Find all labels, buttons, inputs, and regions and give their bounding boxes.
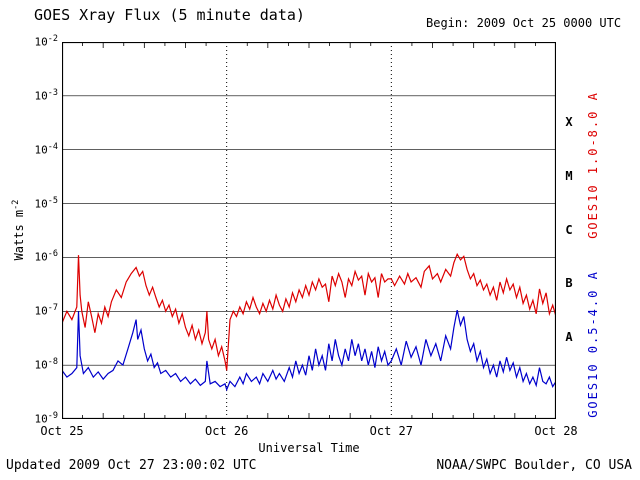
flare-class-label: C bbox=[565, 222, 573, 237]
y-tick-label: 10-4 bbox=[34, 141, 59, 157]
x-axis-title: Universal Time bbox=[258, 441, 360, 455]
flare-class-label: A bbox=[565, 330, 573, 345]
series-line-long bbox=[62, 252, 556, 371]
y-tick-label: 10-3 bbox=[34, 87, 59, 103]
x-tick-label: Oct 27 bbox=[369, 424, 413, 438]
x-tick-label: Oct 25 bbox=[40, 424, 84, 438]
updated-timestamp: Updated 2009 Oct 27 23:00:02 UTC bbox=[6, 458, 257, 473]
flare-class-label: X bbox=[565, 114, 573, 129]
flare-class-label: M bbox=[565, 168, 573, 183]
x-tick-label: Oct 26 bbox=[204, 424, 249, 438]
x-tick-label: Oct 28 bbox=[534, 424, 578, 438]
y-tick-label: 10-8 bbox=[34, 357, 59, 372]
y-tick-label: 10-9 bbox=[34, 411, 59, 426]
series-label-short: GOES10 0.5-4.0 A bbox=[586, 270, 600, 418]
plot-frame bbox=[62, 42, 556, 419]
plot-area bbox=[62, 42, 556, 419]
y-tick-label: 10-2 bbox=[34, 34, 59, 49]
y-tick-label: 10-7 bbox=[34, 303, 59, 318]
y-tick-label: 10-6 bbox=[34, 249, 59, 265]
credit-text: NOAA/SWPC Boulder, CO USA bbox=[436, 458, 632, 473]
y-tick-label: 10-5 bbox=[34, 195, 59, 211]
flare-class-label: B bbox=[565, 276, 573, 291]
series-label-long: GOES10 1.0-8.0 A bbox=[586, 91, 600, 239]
begin-timestamp: Begin: 2009 Oct 25 0000 UTC bbox=[426, 16, 622, 30]
y-axis-title: Watts m-2 bbox=[11, 175, 27, 285]
chart-title: GOES Xray Flux (5 minute data) bbox=[34, 6, 305, 24]
series-line-short bbox=[62, 309, 556, 392]
